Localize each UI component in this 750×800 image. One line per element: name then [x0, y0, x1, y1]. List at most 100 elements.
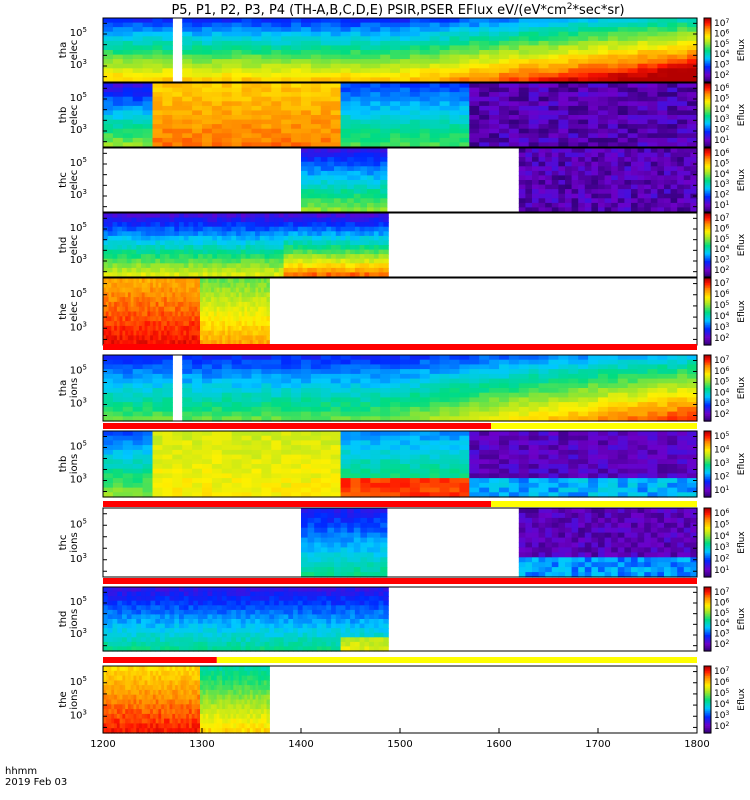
spectrogram-cell: [179, 272, 185, 278]
spectrogram-cell: [307, 180, 315, 186]
spectrogram-cell: [231, 263, 237, 269]
spectrogram-cell: [525, 189, 533, 195]
spectrogram-cell: [236, 282, 240, 289]
spectrogram-cell: [409, 124, 421, 130]
spectrogram-cell: [508, 406, 520, 413]
spectrogram-cell: [647, 378, 658, 384]
spectrogram-cell: [316, 235, 323, 242]
colorbar-cell: [704, 331, 711, 334]
colorbar-cell: [704, 32, 711, 35]
spectrogram-cell: [283, 231, 289, 237]
spectrogram-cell: [479, 59, 490, 65]
spectrogram-cell: [330, 373, 342, 380]
spectrogram-cell: [667, 63, 678, 69]
spectrogram-cell: [227, 321, 232, 327]
spectrogram-cell: [538, 355, 550, 361]
spectrogram-cell: [354, 226, 361, 232]
spectrogram-cell: [347, 193, 355, 199]
spectrogram-cell: [155, 282, 160, 289]
colorbar-cell: [704, 245, 711, 248]
spectrogram-cell: [122, 63, 134, 69]
spectrogram-cell: [571, 152, 579, 158]
spectrogram-cell: [247, 292, 251, 298]
spectrogram-cell: [367, 202, 375, 209]
spectrogram-cell: [683, 193, 691, 199]
colorbar-cell: [704, 108, 711, 111]
spectrogram-cell: [321, 245, 327, 251]
spectrogram-cell: [269, 272, 275, 278]
spectrogram-cell: [202, 45, 213, 51]
spectrogram-cell: [122, 36, 134, 42]
spectrogram-cell: [584, 152, 592, 158]
spectrogram-cell: [127, 301, 132, 308]
colorbar-cell: [704, 321, 711, 324]
spectrogram-cell: [236, 258, 242, 264]
spectrogram-cell: [310, 92, 322, 98]
spectrogram-cell: [231, 133, 243, 139]
spectrogram-cell: [240, 254, 247, 260]
spectrogram-cell: [266, 316, 270, 322]
spectrogram-cell: [155, 325, 160, 332]
spectrogram-cell: [657, 36, 668, 42]
spectrogram-cell: [548, 383, 559, 389]
spectrogram-cell: [469, 142, 480, 148]
spectrogram-cell: [261, 83, 272, 89]
spectrogram-cell: [353, 157, 361, 163]
spectrogram-cell: [261, 397, 272, 403]
spectrogram-cell: [518, 184, 526, 190]
spectrogram-cell: [241, 105, 253, 112]
spectrogram-cell: [288, 258, 294, 264]
spectrogram-cell: [588, 40, 599, 47]
spectrogram-cell: [650, 193, 658, 199]
spectrogram-cell: [158, 330, 162, 336]
spectrogram-cell: [172, 306, 176, 313]
spectrogram-cell: [103, 96, 114, 102]
spectrogram-cell: [261, 416, 272, 422]
spectrogram-cell: [172, 115, 183, 121]
spectrogram-cell: [136, 213, 142, 219]
spectrogram-cell: [607, 87, 619, 93]
spectrogram-cell: [144, 335, 148, 341]
spectrogram-cell: [647, 128, 658, 134]
spectrogram-cell: [578, 59, 589, 65]
spectrogram-cell: [528, 369, 540, 375]
spectrogram-cell: [584, 170, 592, 177]
spectrogram-cell: [152, 105, 163, 112]
spectrogram-cell: [611, 166, 619, 172]
spectrogram-cell: [439, 54, 451, 60]
spectrogram-cell: [182, 142, 193, 148]
spectrogram-cell: [283, 254, 289, 260]
spectrogram-cell: [390, 105, 401, 112]
spectrogram-cell: [664, 189, 672, 195]
colorbar-cell: [704, 343, 711, 346]
spectrogram-cell: [598, 383, 609, 389]
spectrogram-cell: [637, 54, 649, 60]
spectrogram-cell: [459, 105, 470, 112]
spectrogram-cell: [297, 254, 304, 260]
spectrogram-cell: [126, 226, 133, 232]
spectrogram-cell: [347, 189, 355, 195]
spectrogram-cell: [479, 373, 490, 380]
spectrogram-cell: [122, 258, 128, 264]
spectrogram-cell: [164, 306, 168, 313]
spectrogram-cell: [650, 157, 658, 163]
spectrogram-cell: [192, 96, 203, 102]
spectrogram-cell: [221, 27, 233, 33]
spectrogram-cell: [631, 184, 639, 190]
spectrogram-cell: [122, 142, 134, 148]
spectrogram-cell: [548, 359, 559, 365]
spectrogram-cell: [439, 416, 451, 422]
spectrogram-cell: [192, 119, 203, 125]
spectrogram-cell: [627, 105, 639, 112]
spectrogram-cell: [350, 249, 356, 255]
spectrogram-cell: [111, 335, 115, 341]
spectrogram-cell: [180, 287, 184, 293]
spectrogram-cell: [111, 278, 115, 284]
spectrogram-cell: [400, 388, 411, 394]
spectrogram-cell: [353, 198, 361, 204]
spectrogram-cell: [122, 301, 126, 308]
spectrogram-cell: [677, 152, 685, 158]
spectrogram-cell: [419, 383, 431, 389]
spectrogram-cell: [150, 340, 154, 346]
spectrogram-cell: [122, 297, 126, 303]
